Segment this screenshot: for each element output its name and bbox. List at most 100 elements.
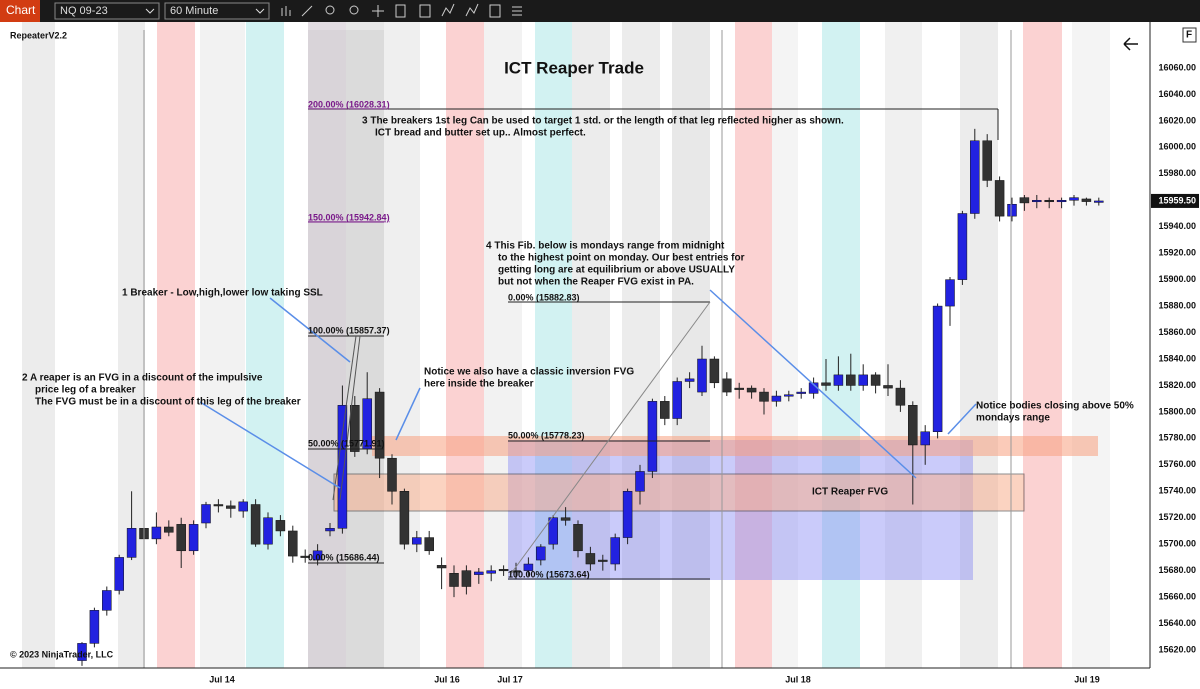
y-tick-label: 15760.00 xyxy=(1158,459,1196,469)
inversion-fvg-zone xyxy=(372,436,1098,456)
annotation: Notice we also have a classic inversion … xyxy=(424,367,634,378)
interval: 60 Minute xyxy=(170,5,218,17)
annotation: to the highest point on monday. Our best… xyxy=(498,253,745,264)
chart-title: ICT Reaper Trade xyxy=(504,58,644,77)
y-tick-label: 15700.00 xyxy=(1158,539,1196,549)
annotation: 3 The breakers 1st leg Can be used to ta… xyxy=(362,116,844,127)
session-band xyxy=(246,22,284,668)
session-band xyxy=(157,22,195,668)
x-tick-label: Jul 18 xyxy=(785,674,811,684)
toolbar-icons[interactable] xyxy=(281,3,522,18)
y-tick-label: 16020.00 xyxy=(1158,115,1196,125)
y-tick-label: 15720.00 xyxy=(1158,512,1196,522)
candle-body xyxy=(709,358,720,384)
candle-body xyxy=(498,569,509,572)
candle-body xyxy=(932,305,943,432)
y-tick-label: 15920.00 xyxy=(1158,248,1196,258)
candle-body xyxy=(771,395,782,402)
candle-body xyxy=(201,504,211,524)
session-band xyxy=(735,22,772,668)
y-tick-label: 15680.00 xyxy=(1158,565,1196,575)
y-tick-label: 15900.00 xyxy=(1158,274,1196,284)
candle-body xyxy=(474,571,484,575)
candle-body xyxy=(325,528,335,532)
candle-body xyxy=(635,471,645,492)
candle-body xyxy=(164,526,174,533)
candle-body xyxy=(970,140,980,214)
fib-label: 150.00% (15942.84) xyxy=(308,212,390,222)
y-tick-label: 15640.00 xyxy=(1158,618,1196,628)
candle-body xyxy=(697,358,707,393)
annotation: getting long are at equilibrium or above… xyxy=(498,265,735,276)
candle-body xyxy=(424,537,434,552)
annotation: The FVG must be in a discount of this le… xyxy=(35,397,301,408)
candle-body xyxy=(660,401,670,419)
session-band xyxy=(308,22,346,668)
candle-body xyxy=(883,385,893,389)
candle-body xyxy=(126,528,137,558)
corner-button[interactable] xyxy=(1182,27,1197,43)
session-band xyxy=(446,22,484,668)
candle-body xyxy=(846,374,856,386)
candle-body xyxy=(945,279,955,307)
session-band xyxy=(622,22,660,668)
candle-body xyxy=(759,391,769,402)
annotation: mondays range xyxy=(976,413,1050,424)
candle-body xyxy=(213,504,224,507)
candle-body xyxy=(288,530,298,557)
annotation: ICT Reaper FVG xyxy=(812,487,888,498)
candle-body xyxy=(461,570,472,587)
candle-body xyxy=(672,381,682,419)
annotation: 4 This Fib. below is mondays range from … xyxy=(486,241,725,252)
toolbar xyxy=(0,0,1200,22)
candle-body xyxy=(684,378,695,382)
back-arrow[interactable] xyxy=(1123,37,1138,51)
annotation: but not when the Reaper FVG exist in PA. xyxy=(498,277,694,288)
session-band xyxy=(822,22,860,668)
session-band xyxy=(484,22,522,668)
fib-label: 50.00% (15778.23) xyxy=(508,430,585,440)
candle-body xyxy=(486,570,496,574)
copyright: © 2023 NinjaTrader, LLC xyxy=(10,649,114,659)
candle-body xyxy=(573,524,583,552)
y-tick-label: 15800.00 xyxy=(1158,406,1196,416)
candle-body xyxy=(746,387,757,393)
candle-body xyxy=(908,405,918,446)
session-band xyxy=(960,22,998,668)
x-tick-label: Jul 19 xyxy=(1074,674,1100,684)
y-tick-label: 15860.00 xyxy=(1158,327,1196,337)
y-tick-label: 15880.00 xyxy=(1158,300,1196,310)
candle-body xyxy=(1007,203,1017,217)
session-band xyxy=(346,22,384,668)
candle-body xyxy=(858,374,868,386)
dropdown-arrow xyxy=(145,8,155,14)
candle-body xyxy=(77,643,87,661)
candle-body xyxy=(238,501,248,512)
candle-body xyxy=(1094,200,1104,203)
session-band xyxy=(384,22,420,668)
candle-body xyxy=(1069,197,1079,201)
app-badge[interactable] xyxy=(0,0,40,22)
candle-body xyxy=(957,213,968,280)
instrument-select[interactable] xyxy=(54,2,160,20)
candle-body xyxy=(722,378,732,393)
candle-body xyxy=(263,517,273,545)
candle-body xyxy=(1044,200,1054,203)
candle-body xyxy=(796,391,806,394)
candle-body xyxy=(598,559,608,562)
x-tick-label: Jul 17 xyxy=(497,674,523,684)
fib-label: 50.00% (15771.91) xyxy=(308,438,385,448)
candle-body xyxy=(622,491,633,538)
interval-select[interactable] xyxy=(164,2,270,20)
candle-body xyxy=(1056,200,1067,203)
candle-body xyxy=(511,570,521,573)
instrument: NQ 09-23 xyxy=(60,5,108,17)
fib-lines xyxy=(143,30,1012,668)
candle-body xyxy=(994,180,1005,217)
candle-body xyxy=(151,526,162,540)
x-tick-label: Jul 16 xyxy=(434,674,460,684)
candle-body xyxy=(226,505,236,509)
candle-body xyxy=(374,391,385,459)
candle-body xyxy=(1032,200,1042,203)
